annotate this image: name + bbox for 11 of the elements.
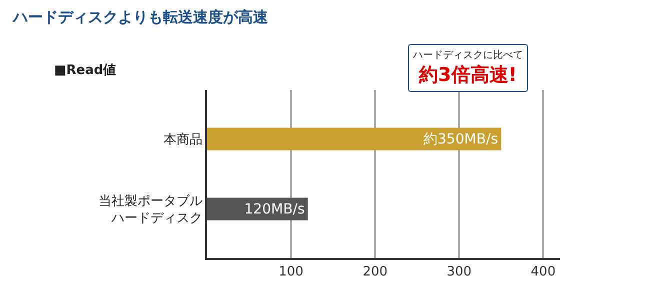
y-tick-label: 本商品 — [163, 132, 202, 148]
chart-title: ハードディスクよりも転送速度が高速 — [12, 8, 269, 26]
text: ■Read値 — [54, 63, 116, 78]
data-label: 約350MB/s — [423, 131, 498, 148]
x-tick-label: 400 — [530, 264, 556, 280]
data-label: 120MB/s — [244, 201, 305, 218]
x-tick-label: 100 — [278, 264, 304, 280]
x-tick-label: 300 — [446, 264, 472, 280]
speech-bubble: ハードディスクに比べて 約3倍高速! — [408, 44, 528, 92]
y-tick-label: 当社製ポータブルハードディスク — [98, 194, 202, 226]
x-tick-label: 200 — [362, 264, 388, 280]
